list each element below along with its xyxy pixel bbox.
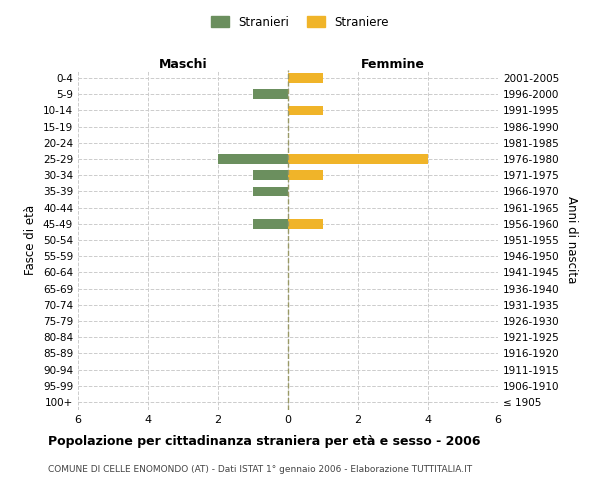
Bar bbox=[288, 219, 323, 228]
Bar bbox=[253, 186, 288, 196]
Bar bbox=[288, 170, 323, 180]
Text: Popolazione per cittadinanza straniera per età e sesso - 2006: Popolazione per cittadinanza straniera p… bbox=[48, 435, 481, 448]
Bar bbox=[288, 154, 428, 164]
Legend: Stranieri, Straniere: Stranieri, Straniere bbox=[206, 11, 394, 34]
Bar bbox=[288, 106, 323, 116]
Bar bbox=[253, 219, 288, 228]
Bar bbox=[288, 73, 323, 83]
Y-axis label: Fasce di età: Fasce di età bbox=[25, 205, 37, 275]
Bar bbox=[253, 170, 288, 180]
Text: Femmine: Femmine bbox=[361, 58, 425, 71]
Y-axis label: Anni di nascita: Anni di nascita bbox=[565, 196, 578, 284]
Text: COMUNE DI CELLE ENOMONDO (AT) - Dati ISTAT 1° gennaio 2006 - Elaborazione TUTTIT: COMUNE DI CELLE ENOMONDO (AT) - Dati IST… bbox=[48, 465, 472, 474]
Bar bbox=[218, 154, 288, 164]
Bar bbox=[253, 90, 288, 99]
Text: Maschi: Maschi bbox=[158, 58, 208, 71]
